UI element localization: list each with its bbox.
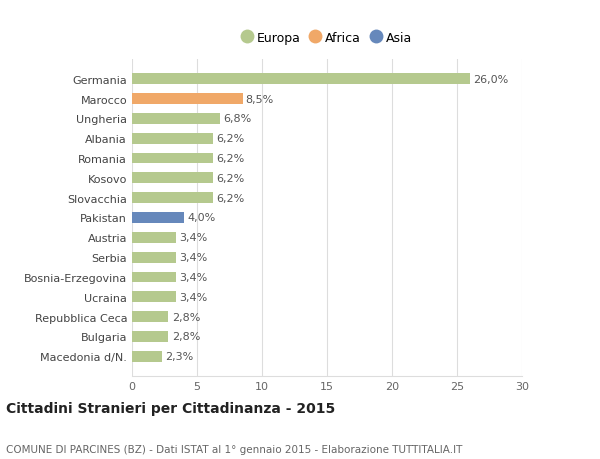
Bar	[132, 114, 220, 124]
Bar	[132, 193, 212, 204]
Bar	[132, 134, 212, 144]
Text: 2,8%: 2,8%	[172, 332, 200, 342]
Text: 6,2%: 6,2%	[216, 134, 244, 144]
Bar	[132, 312, 169, 322]
Text: 4,0%: 4,0%	[187, 213, 215, 223]
Bar	[132, 94, 242, 105]
Text: COMUNE DI PARCINES (BZ) - Dati ISTAT al 1° gennaio 2015 - Elaborazione TUTTITALI: COMUNE DI PARCINES (BZ) - Dati ISTAT al …	[6, 444, 463, 454]
Text: Cittadini Stranieri per Cittadinanza - 2015: Cittadini Stranieri per Cittadinanza - 2…	[6, 402, 335, 415]
Text: 8,5%: 8,5%	[246, 94, 274, 104]
Bar	[132, 74, 470, 85]
Text: 6,2%: 6,2%	[216, 193, 244, 203]
Text: 3,4%: 3,4%	[179, 233, 208, 243]
Bar	[132, 173, 212, 184]
Text: 2,3%: 2,3%	[165, 352, 193, 362]
Bar	[132, 252, 176, 263]
Text: 6,2%: 6,2%	[216, 174, 244, 184]
Text: 2,8%: 2,8%	[172, 312, 200, 322]
Text: 26,0%: 26,0%	[473, 74, 509, 84]
Bar	[132, 292, 176, 302]
Text: 3,4%: 3,4%	[179, 272, 208, 282]
Bar	[132, 272, 176, 283]
Text: 3,4%: 3,4%	[179, 292, 208, 302]
Legend: Europa, Africa, Asia: Europa, Africa, Asia	[238, 28, 416, 48]
Text: 6,2%: 6,2%	[216, 154, 244, 164]
Bar	[132, 232, 176, 243]
Bar	[132, 331, 169, 342]
Text: 6,8%: 6,8%	[224, 114, 252, 124]
Bar	[132, 213, 184, 224]
Text: 3,4%: 3,4%	[179, 252, 208, 263]
Bar	[132, 351, 162, 362]
Bar	[132, 153, 212, 164]
